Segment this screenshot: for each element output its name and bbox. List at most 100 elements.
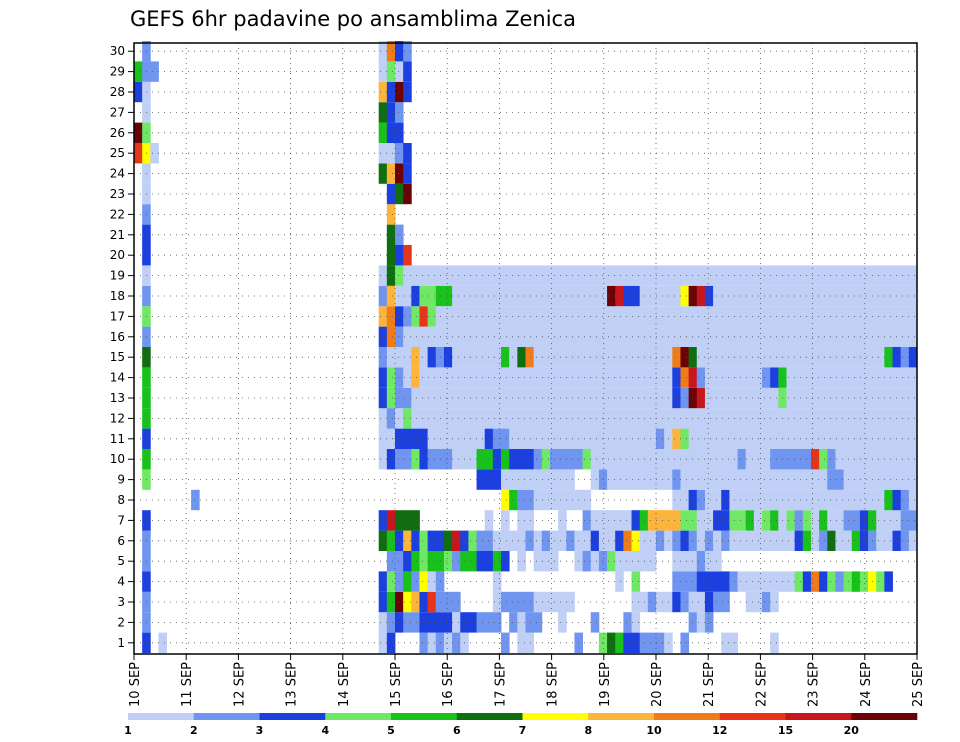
colorbar-swatch — [128, 713, 195, 720]
heatmap-cell — [794, 265, 804, 286]
heatmap-cell — [623, 408, 632, 429]
heatmap-cell — [419, 591, 429, 613]
heatmap-cell — [492, 571, 502, 592]
heatmap-cell — [704, 285, 714, 307]
heatmap-cell — [623, 387, 632, 409]
heatmap-cell — [403, 163, 412, 184]
heatmap-cell — [713, 428, 722, 449]
heatmap-cell — [607, 347, 616, 368]
heatmap-cell — [672, 530, 681, 551]
y-tick-label: 18 — [110, 289, 125, 303]
heatmap-cell — [492, 387, 502, 409]
y-tick-label: 4 — [117, 575, 125, 589]
heatmap-cell — [476, 326, 486, 347]
heatmap-cell — [403, 285, 412, 307]
heatmap-cell — [533, 367, 543, 388]
heatmap-cell — [680, 469, 690, 490]
heatmap-cell — [615, 285, 624, 307]
heatmap-cell — [403, 143, 412, 164]
heatmap-cell — [492, 285, 502, 307]
heatmap-cell — [590, 428, 600, 449]
heatmap-cell — [501, 428, 510, 449]
heatmap-cell — [835, 408, 844, 429]
colorbar-label: 3 — [256, 724, 264, 737]
heatmap-cell — [378, 347, 388, 368]
heatmap-cell — [859, 489, 869, 511]
heatmap-cell — [745, 367, 755, 388]
heatmap-cell — [533, 591, 543, 613]
heatmap-cell — [827, 285, 836, 307]
heatmap-cell — [403, 265, 412, 286]
heatmap-cell — [704, 347, 714, 368]
heatmap-cell — [672, 571, 681, 592]
heatmap-cell — [680, 387, 690, 409]
heatmap-cell — [476, 408, 486, 429]
heatmap-cell — [395, 387, 404, 409]
heatmap-cell — [566, 326, 575, 347]
heatmap-cell — [468, 530, 477, 551]
heatmap-cell — [737, 571, 747, 592]
heatmap-cell — [672, 428, 681, 449]
heatmap-cell — [672, 489, 681, 511]
heatmap-cell — [427, 347, 437, 368]
heatmap-cell — [623, 367, 632, 388]
heatmap-cell — [492, 469, 502, 490]
heatmap-cell — [427, 367, 437, 388]
heatmap-cell — [615, 265, 624, 286]
heatmap-cell — [623, 510, 632, 531]
heatmap-cell — [770, 428, 779, 449]
heatmap-cell — [786, 469, 796, 490]
heatmap-cell — [582, 489, 592, 511]
heatmap-cell — [900, 306, 910, 327]
heatmap-cell — [827, 449, 836, 470]
heatmap-cell — [403, 367, 412, 388]
heatmap-cell — [590, 469, 600, 490]
heatmap-cell — [680, 591, 690, 613]
heatmap-cell — [615, 632, 624, 653]
heatmap-cell — [810, 489, 820, 511]
heatmap-cell — [908, 285, 918, 307]
heatmap-cell — [770, 387, 779, 409]
heatmap-cell — [525, 285, 535, 307]
heatmap-cell — [386, 61, 396, 82]
heatmap-cell — [607, 367, 616, 388]
heatmap-cell — [900, 265, 910, 286]
heatmap-cell — [639, 347, 649, 368]
heatmap-cell — [835, 530, 844, 551]
heatmap-cell — [908, 408, 918, 429]
heatmap-cell — [378, 265, 388, 286]
heatmap-cell — [843, 265, 853, 286]
heatmap-cell — [403, 183, 412, 205]
heatmap-cell — [704, 367, 714, 388]
heatmap-cell — [876, 367, 885, 388]
heatmap-cell — [786, 449, 796, 470]
heatmap-cell — [704, 591, 714, 613]
heatmap-cell — [631, 306, 641, 327]
heatmap-cell — [501, 632, 510, 653]
heatmap-cell — [770, 591, 779, 613]
heatmap-cell — [859, 469, 869, 490]
heatmap-cell — [876, 285, 885, 307]
heatmap-cell — [468, 306, 477, 327]
heatmap-cell — [843, 387, 853, 409]
heatmap-cell — [721, 571, 730, 592]
heatmap-cell — [598, 387, 608, 409]
heatmap-cell — [770, 449, 779, 470]
x-tick-label: 19 SEP — [598, 662, 613, 707]
heatmap-cell — [745, 489, 755, 511]
heatmap-cell — [533, 449, 543, 470]
heatmap-cell — [623, 551, 632, 572]
heatmap-cell — [802, 489, 812, 511]
heatmap-cell — [762, 510, 771, 531]
heatmap-cell — [737, 449, 747, 470]
heatmap-cell — [386, 102, 396, 123]
heatmap-cell — [647, 510, 657, 531]
heatmap-cell — [639, 387, 649, 409]
heatmap-cell — [786, 428, 796, 449]
heatmap-cell — [378, 326, 388, 347]
heatmap-cell — [762, 387, 771, 409]
heatmap-cell — [737, 530, 747, 551]
heatmap-cell — [517, 408, 526, 429]
heatmap-cell — [501, 530, 510, 551]
heatmap-cell — [582, 551, 592, 572]
